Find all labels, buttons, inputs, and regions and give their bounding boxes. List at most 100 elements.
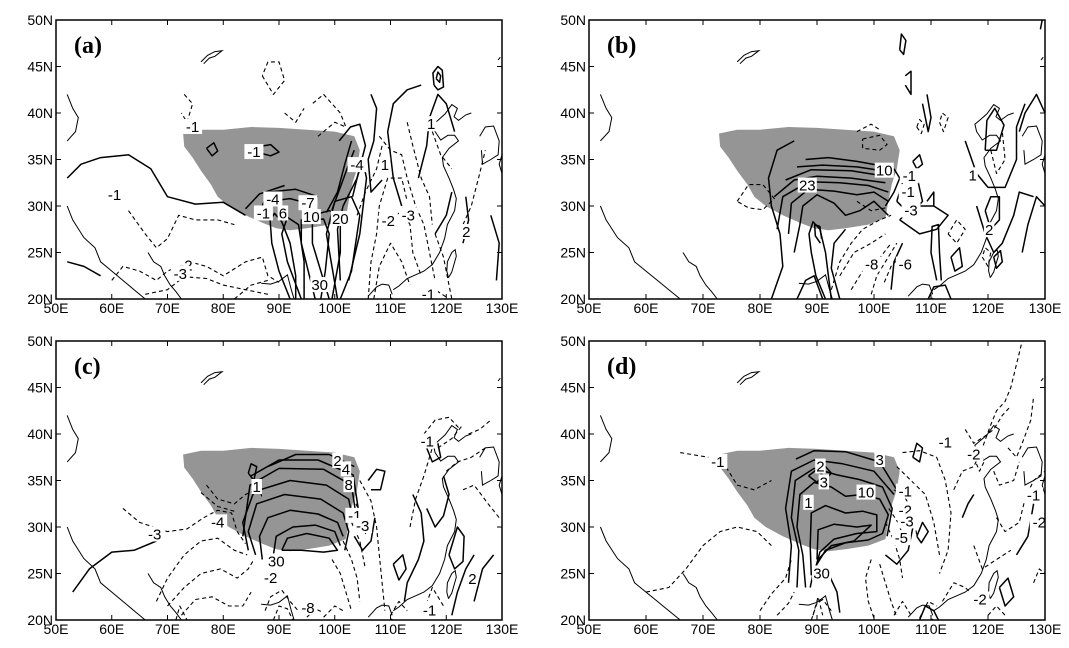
- contour-label-bg: [251, 479, 262, 495]
- contour-positive: [930, 223, 943, 281]
- coastline: [1021, 125, 1043, 166]
- coastline: [66, 415, 79, 463]
- y-tick-label: 50N: [27, 333, 53, 349]
- contour-label-bg: [417, 433, 437, 449]
- coastline: [1021, 446, 1043, 486]
- contour-negative: [812, 596, 824, 616]
- x-tick-label: 70E: [691, 300, 716, 316]
- coastline: [66, 526, 146, 620]
- y-tick-label: 45N: [560, 380, 586, 396]
- contour-positive: [795, 449, 898, 491]
- contour-negative: [938, 112, 949, 133]
- contour-label: 30: [268, 553, 285, 570]
- contour-label: -2: [1033, 514, 1046, 531]
- contour-label: 20: [332, 211, 349, 228]
- contour-positive: [796, 164, 883, 172]
- y-tick-label: 45N: [27, 380, 53, 396]
- y-tick-label: 45N: [560, 59, 586, 75]
- contour-label: -1: [422, 286, 435, 303]
- contour-label-bg: [815, 458, 826, 474]
- y-tick-label: 25N: [560, 566, 586, 582]
- x-tick-label: 60E: [634, 300, 659, 316]
- contour-negative: [111, 256, 280, 283]
- contour-negative: [200, 492, 238, 513]
- contour-label: 10: [876, 163, 893, 180]
- x-tick-label: 110E: [375, 300, 407, 316]
- contour-label: -1: [257, 205, 270, 222]
- contour-positive: [403, 494, 425, 602]
- contour-label: -1: [423, 603, 436, 620]
- contour-positive: [984, 107, 1005, 151]
- y-tick-label: 35N: [560, 152, 586, 168]
- contour-positive: [426, 443, 442, 463]
- contour-positive: [392, 554, 407, 581]
- contour-label-bg: [208, 514, 228, 530]
- panel-a: -1-1-1-4-7-16102030-2-2-3-3-4112-150E60E…: [27, 12, 518, 316]
- contour-positive: [490, 215, 500, 281]
- contour-label: 1: [427, 116, 435, 133]
- contour-label-bg: [856, 484, 876, 500]
- coastline: [988, 569, 999, 599]
- contour-negative: [406, 122, 433, 225]
- contour-positive: [912, 154, 924, 170]
- x-tick-label: 110E: [915, 300, 947, 316]
- contour-label: 30: [311, 277, 328, 294]
- panel-c: 1248-1-3-430-2-3-1-12-8-150E60E70E80E90E…: [27, 333, 518, 637]
- contour-label-bg: [898, 184, 918, 200]
- contour-label: 1: [804, 495, 812, 512]
- contour-label-bg: [330, 211, 350, 227]
- contour-label-bg: [105, 186, 125, 202]
- contour-positive: [205, 142, 219, 157]
- coastline: [736, 49, 761, 65]
- x-tick-label: 120E: [972, 621, 1005, 637]
- contour-positive: [1021, 195, 1045, 253]
- contour-negative: [323, 605, 344, 618]
- y-tick-label: 30N: [560, 198, 586, 214]
- contour-label: -2: [967, 446, 980, 463]
- contour-label-bg: [983, 222, 995, 238]
- y-tick-label: 25N: [27, 566, 53, 582]
- contour-label: 1: [381, 157, 389, 174]
- contour-positive: [816, 523, 872, 561]
- contour-positive: [784, 459, 895, 583]
- contour-label-bg: [183, 118, 203, 134]
- contour-positive: [258, 509, 344, 560]
- x-tick-label: 50E: [577, 300, 602, 316]
- contour-label-bg: [1029, 514, 1045, 530]
- contour-label: -1: [939, 434, 952, 451]
- contour-negative: [884, 522, 904, 579]
- contour-positive: [367, 468, 386, 491]
- contour-label: 23: [799, 178, 816, 195]
- contour-label: -4: [350, 157, 363, 174]
- contour-label: 4: [342, 461, 350, 478]
- contour-label-bg: [420, 602, 440, 618]
- contour-label-bg: [398, 207, 418, 223]
- contour-label-bg: [797, 177, 817, 193]
- contour-negative: [409, 447, 433, 528]
- contour-negative: [973, 449, 985, 472]
- contour-label: -8: [865, 257, 878, 274]
- contour-positive: [904, 70, 912, 96]
- coastline: [261, 273, 295, 299]
- contour-negative: [145, 276, 269, 295]
- coastline: [446, 248, 457, 278]
- contour-negative: [993, 461, 1020, 486]
- y-tick-label: 20N: [560, 612, 586, 628]
- y-tick-label: 30N: [560, 519, 586, 535]
- contour-positive: [926, 191, 935, 206]
- contour-negative: [378, 135, 436, 281]
- contour-negative: [896, 466, 941, 555]
- contour-label: -3: [174, 266, 187, 283]
- x-tick-label: 90E: [805, 300, 830, 316]
- x-tick-label: 50E: [44, 621, 69, 637]
- contour-negative: [423, 416, 461, 435]
- contour-label-bg: [897, 513, 917, 529]
- contour-negative: [264, 589, 302, 615]
- coastline: [933, 103, 1014, 291]
- contour-positive: [451, 554, 475, 616]
- contour-positive: [912, 442, 924, 463]
- contour-label-bg: [266, 553, 286, 569]
- y-tick-label: 25N: [560, 245, 586, 261]
- x-tick-label: 120E: [430, 300, 463, 316]
- contour-label: -4: [266, 191, 279, 208]
